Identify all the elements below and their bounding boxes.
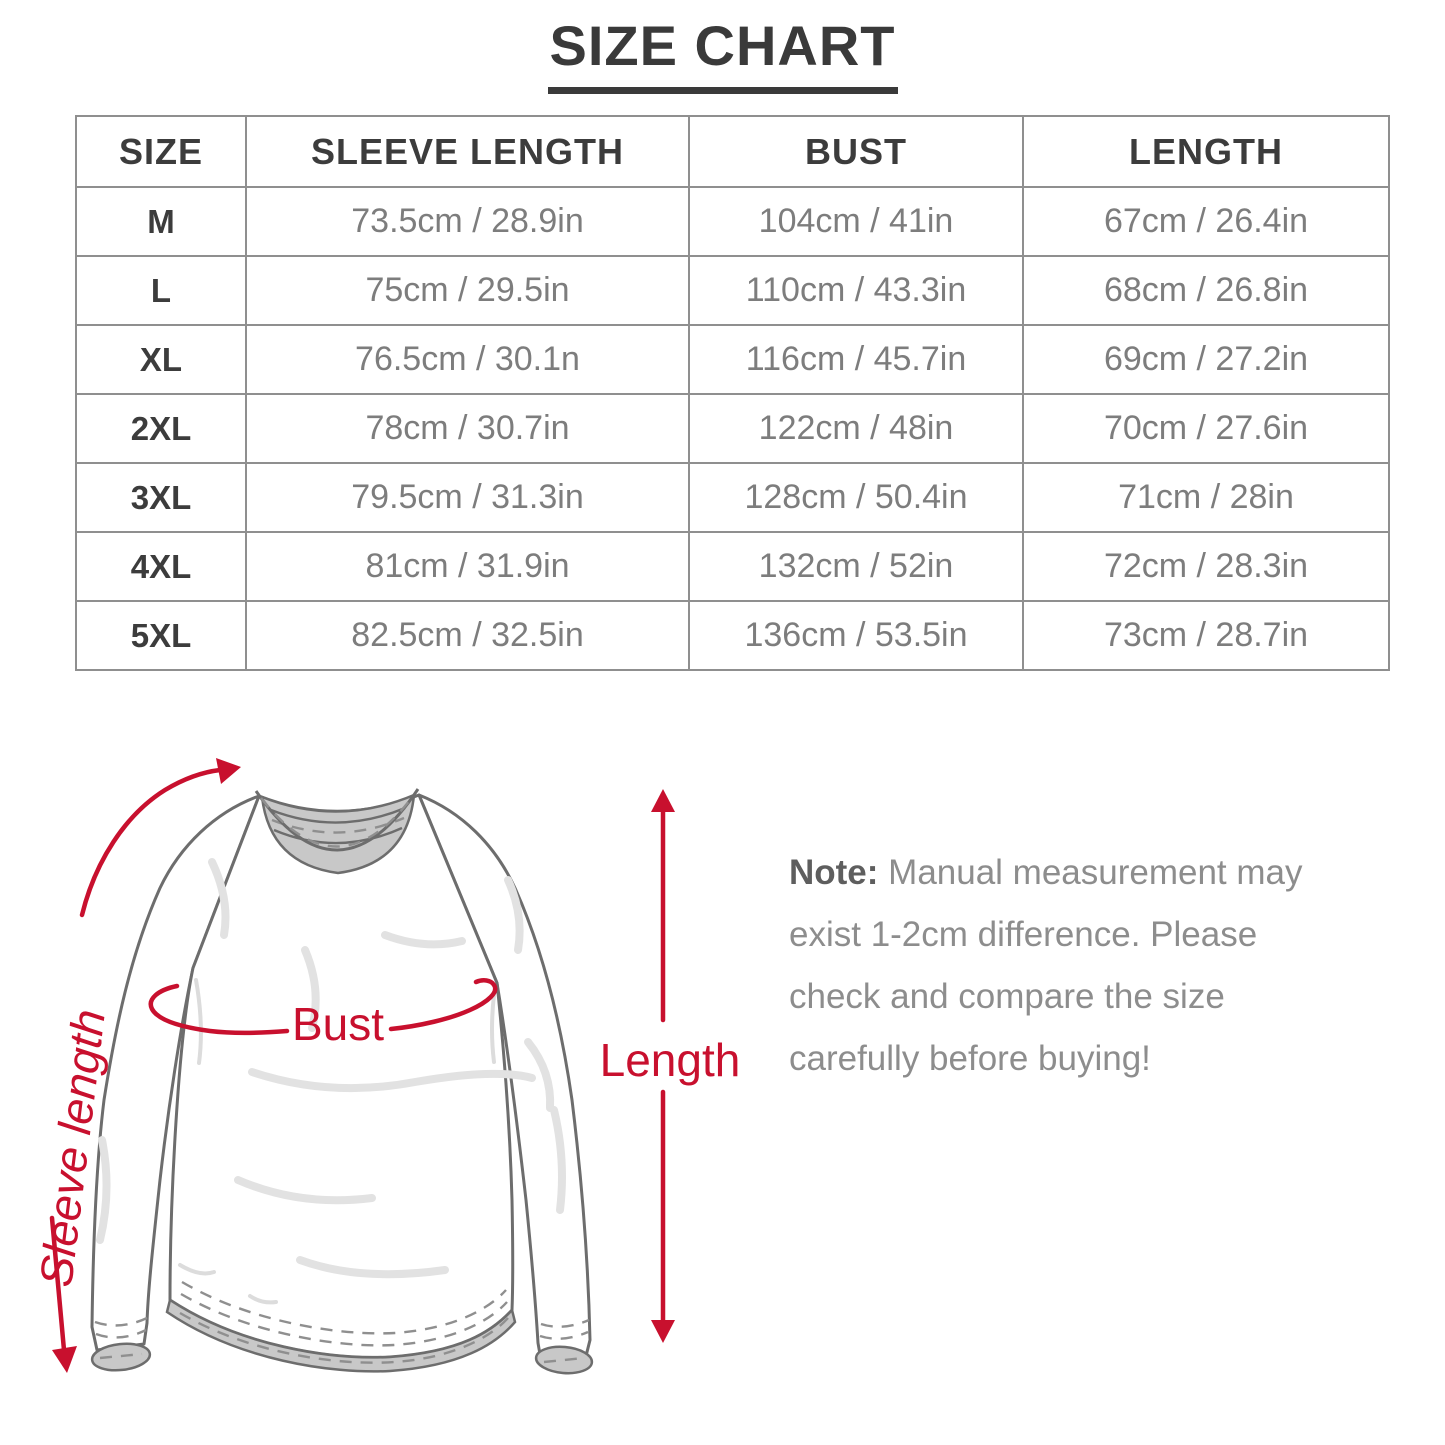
cell-sleeve-length: 75cm / 29.5in [245, 255, 690, 326]
cell-bust: 116cm / 45.7in [688, 324, 1024, 395]
table-header-row: SIZE SLEEVE LENGTH BUST LENGTH [75, 115, 1390, 188]
right-cuff [534, 1318, 594, 1375]
note-text: Note: Manual measurement may exist 1-2cm… [789, 842, 1303, 1090]
table-row: L 75cm / 29.5in 110cm / 43.3in 68cm / 26… [75, 255, 1390, 326]
header-length: LENGTH [1022, 115, 1390, 188]
note-line: Note: Manual measurement may [789, 842, 1303, 904]
cell-length: 71cm / 28in [1022, 462, 1390, 533]
hem [165, 1280, 517, 1373]
cell-bust: 122cm / 48in [688, 393, 1024, 464]
table-row: XL 76.5cm / 30.1n 116cm / 45.7in 69cm / … [75, 324, 1390, 395]
cell-length: 69cm / 27.2in [1022, 324, 1390, 395]
page-title: SIZE CHART [547, 13, 898, 94]
note-line1-rest: Manual measurement may [878, 853, 1303, 892]
header-sleeve-length: SLEEVE LENGTH [245, 115, 690, 188]
cell-length: 72cm / 28.3in [1022, 531, 1390, 602]
arrow-up-icon [651, 789, 675, 812]
left-cuff [90, 1316, 152, 1372]
size-table: SIZE SLEEVE LENGTH BUST LENGTH M 73.5cm … [75, 115, 1390, 671]
cell-bust: 110cm / 43.3in [688, 255, 1024, 326]
note-line: check and compare the size [789, 977, 1225, 1016]
arrow-down-icon [651, 1320, 675, 1343]
cell-bust: 104cm / 41in [688, 186, 1024, 257]
cell-size: 5XL [75, 600, 247, 671]
torso [168, 793, 515, 1359]
table-row: 5XL 82.5cm / 32.5in 136cm / 53.5in 73cm … [75, 600, 1390, 671]
collar [254, 788, 420, 875]
cell-size: L [75, 255, 247, 326]
bust-annotation: Bust [148, 978, 498, 1050]
sleeve-arrow-line [49, 1215, 67, 1353]
fabric-wrinkles [96, 858, 566, 1305]
cell-sleeve-length: 79.5cm / 31.3in [245, 462, 690, 533]
table-row: M 73.5cm / 28.9in 104cm / 41in 67cm / 26… [75, 186, 1390, 257]
cell-sleeve-length: 82.5cm / 32.5in [245, 600, 690, 671]
length-annotation: Length [600, 789, 741, 1343]
bust-curve-left [148, 983, 290, 1036]
cell-size: 4XL [75, 531, 247, 602]
sleeve-length-label: Sleeve length [29, 1007, 115, 1290]
header-size: SIZE [75, 115, 247, 188]
cell-length: 67cm / 26.4in [1022, 186, 1390, 257]
bust-curve-right [388, 978, 498, 1032]
cell-size: M [75, 186, 247, 257]
cell-sleeve-length: 73.5cm / 28.9in [245, 186, 690, 257]
bust-label: Bust [292, 998, 384, 1050]
cell-length: 68cm / 26.8in [1022, 255, 1390, 326]
left-sleeve [90, 794, 261, 1352]
note-line: exist 1-2cm difference. Please [789, 915, 1258, 954]
cell-bust: 136cm / 53.5in [688, 600, 1024, 671]
cell-bust: 128cm / 50.4in [688, 462, 1024, 533]
cell-size: 2XL [75, 393, 247, 464]
cell-sleeve-length: 76.5cm / 30.1n [245, 324, 690, 395]
hem-underside [165, 1297, 517, 1373]
title-area: SIZE CHART [0, 13, 1445, 94]
arrow-down-icon [52, 1346, 77, 1373]
cell-size: XL [75, 324, 247, 395]
sleeve-arrow-curve [79, 767, 223, 918]
cell-sleeve-length: 78cm / 30.7in [245, 393, 690, 464]
table-row: 4XL 81cm / 31.9in 132cm / 52in 72cm / 28… [75, 531, 1390, 602]
cell-length: 73cm / 28.7in [1022, 600, 1390, 671]
collar-inner [260, 793, 416, 875]
cell-bust: 132cm / 52in [688, 531, 1024, 602]
note-line: carefully before buying! [789, 1039, 1151, 1078]
header-bust: BUST [688, 115, 1024, 188]
cell-sleeve-length: 81cm / 31.9in [245, 531, 690, 602]
table-row: 2XL 78cm / 30.7in 122cm / 48in 70cm / 27… [75, 393, 1390, 464]
right-sleeve [417, 793, 592, 1362]
table-row: 3XL 79.5cm / 31.3in 128cm / 50.4in 71cm … [75, 462, 1390, 533]
length-label: Length [600, 1034, 741, 1086]
cell-length: 70cm / 27.6in [1022, 393, 1390, 464]
arrow-up-right-icon [216, 758, 241, 784]
note-prefix: Note: [789, 853, 879, 892]
cell-size: 3XL [75, 462, 247, 533]
sleeve-length-annotation: Sleeve length [29, 758, 241, 1373]
